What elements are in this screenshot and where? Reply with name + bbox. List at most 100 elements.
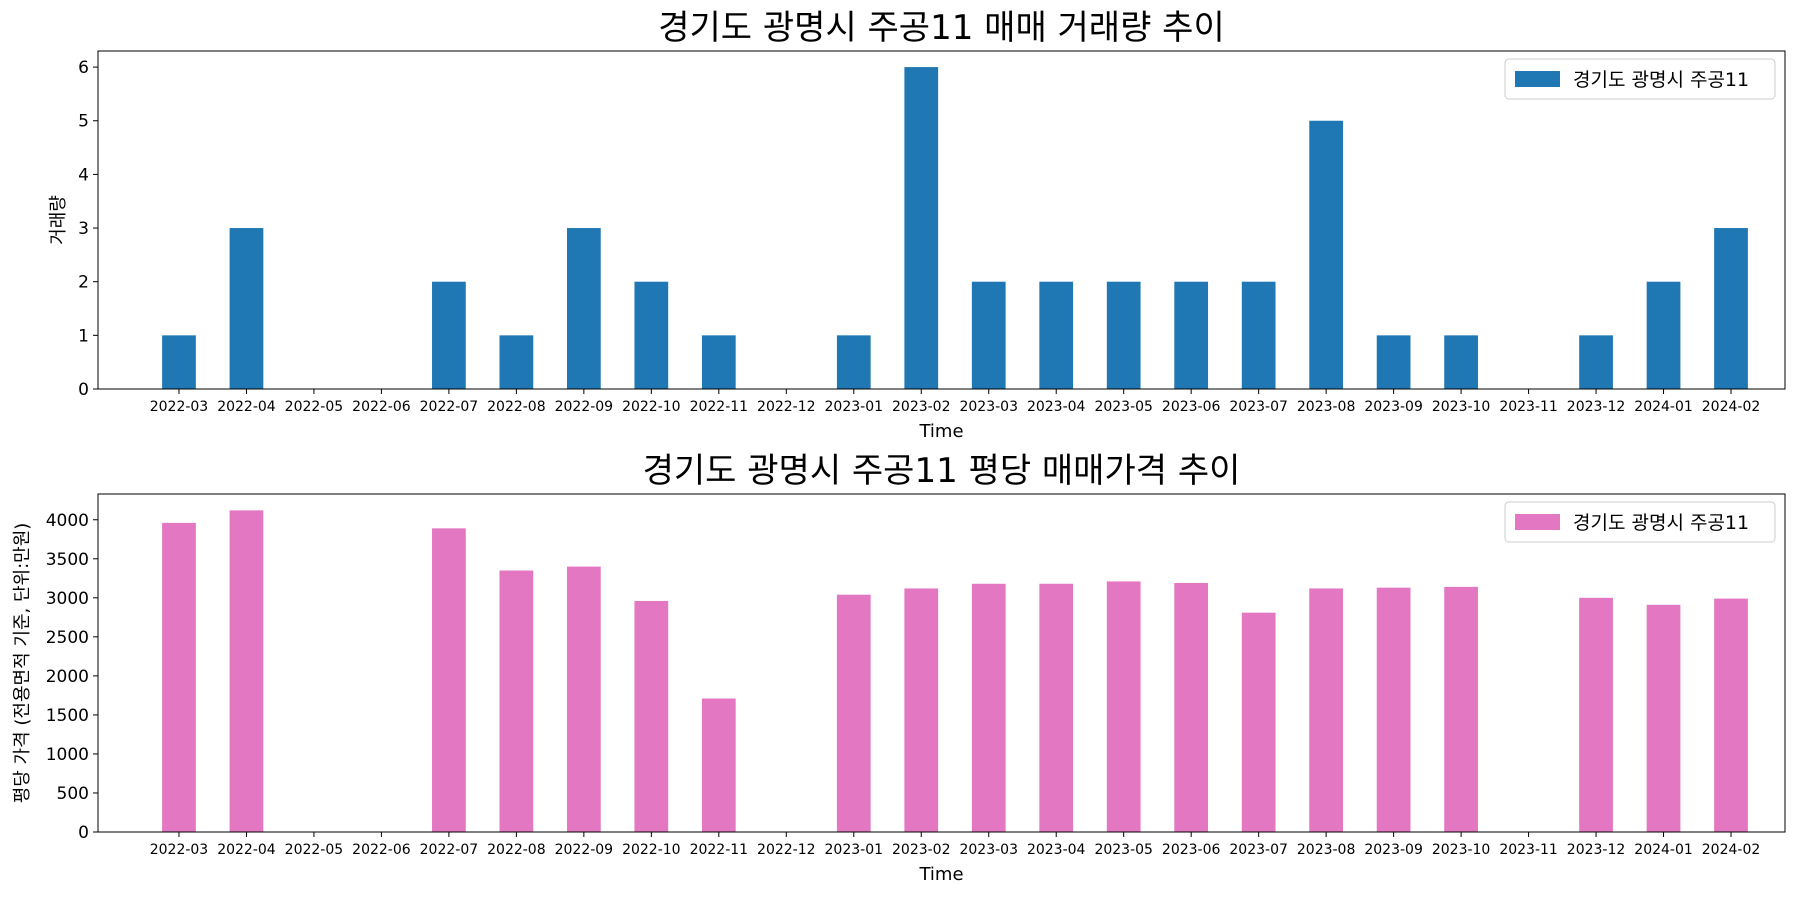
x-tick-label: 2022-11 (690, 399, 749, 415)
x-tick-label: 2022-09 (555, 842, 614, 858)
chart-panel-1: 경기도 광명시 주공11 매매 거래량 추이 2022-03 2022-04 2022… (48, 8, 1786, 442)
x-tick-label: 2023-11 (1499, 842, 1558, 858)
bar-2023-06 (1174, 281, 1209, 389)
chart-title: 경기도 광명시 주공11 평당 매매가격 추이 (643, 451, 1241, 491)
x-tick-label: 2022-12 (757, 842, 816, 858)
x-tick-label: 2023-08 (1297, 842, 1356, 858)
bar-2023-12 (1579, 597, 1613, 832)
x-tick-label: 2022-08 (487, 399, 546, 415)
plot-area-frame (97, 493, 1786, 833)
legend-swatch (1515, 71, 1560, 87)
bar-2022-03 (162, 522, 196, 832)
bar-2022-11 (701, 698, 736, 832)
x-tick-label: 2023-08 (1297, 399, 1356, 415)
bar-2022-03 (162, 335, 196, 389)
chart-panel-2: 경기도 광명시 주공11 평당 매매가격 추이 2022-03 2022-04 202… (12, 451, 1786, 885)
x-tick-label: 2022-10 (622, 399, 681, 415)
chart-title: 경기도 광명시 주공11 매매 거래량 추이 (658, 8, 1225, 48)
bar-2023-07 (1241, 612, 1276, 832)
bar-2022-10 (634, 281, 669, 389)
x-tick-label: 2023-03 (959, 842, 1018, 858)
x-tick-label: 2023-11 (1499, 399, 1558, 415)
x-tick-label: 2023-12 (1567, 842, 1626, 858)
x-tick-label: 2023-12 (1567, 399, 1626, 415)
x-axis-label: Time (918, 864, 963, 885)
bar-2022-08 (499, 335, 534, 389)
bar-2023-03 (971, 281, 1006, 389)
x-tick-label: 2022-05 (285, 399, 344, 415)
x-tick-label: 2023-05 (1094, 399, 1153, 415)
x-tick-label: 2023-03 (959, 399, 1018, 415)
legend-swatch (1515, 514, 1560, 530)
bar-2022-09 (566, 228, 601, 389)
y-tick-label: 2 (78, 273, 89, 293)
x-tick-label: 2022-07 (420, 399, 479, 415)
x-tick-label: 2023-04 (1027, 399, 1086, 415)
x-tick-label: 2022-11 (690, 842, 749, 858)
bar-2023-10 (1444, 335, 1478, 389)
bar-2023-03 (971, 583, 1006, 832)
x-tick-label: 2022-12 (757, 399, 816, 415)
legend-box (1504, 58, 1776, 100)
y-tick-label: 500 (57, 784, 89, 804)
bar-2022-07 (432, 528, 466, 832)
x-tick-label: 2023-01 (825, 399, 884, 415)
bar-2022-09 (566, 566, 601, 832)
bar-2024-01 (1646, 281, 1681, 389)
y-tick-label: 0 (78, 823, 89, 843)
y-tick-label: 0 (78, 380, 89, 400)
x-tick-label: 2022-05 (285, 842, 344, 858)
y-axis-label: 거래량 (48, 195, 69, 245)
x-tick-label: 2022-07 (420, 842, 479, 858)
bar-2023-01 (836, 335, 871, 389)
legend-label: 경기도 광명시 주공11 (1573, 512, 1749, 534)
x-tick-label: 2022-08 (487, 842, 546, 858)
bar-2023-02 (904, 67, 939, 389)
x-tick-label: 2022-06 (352, 399, 411, 415)
bar-2023-09 (1376, 587, 1411, 832)
bar-2023-02 (904, 588, 939, 832)
x-tick-label: 2023-09 (1364, 399, 1423, 415)
x-tick-label: 2023-07 (1229, 842, 1288, 858)
x-tick-label: 2023-06 (1162, 842, 1221, 858)
bar-2023-06 (1174, 582, 1209, 832)
bar-2022-11 (701, 335, 736, 389)
y-tick-label: 1500 (46, 706, 89, 726)
x-tick-label: 2023-05 (1094, 842, 1153, 858)
x-tick-label: 2024-01 (1634, 399, 1693, 415)
legend-label: 경기도 광명시 주공11 (1573, 69, 1749, 91)
x-tick-label: 2023-10 (1432, 399, 1491, 415)
legend: 경기도 광명시 주공11 (1504, 501, 1776, 543)
bar-2024-02 (1714, 228, 1748, 389)
bar-2023-04 (1039, 281, 1074, 389)
x-tick-label: 2023-01 (825, 842, 884, 858)
x-tick-label: 2022-06 (352, 842, 411, 858)
bar-2023-04 (1039, 583, 1074, 832)
bar-2023-08 (1309, 588, 1344, 832)
bar-2024-02 (1714, 598, 1748, 832)
x-tick-label: 2023-06 (1162, 399, 1221, 415)
x-tick-label: 2022-09 (555, 399, 614, 415)
y-tick-label: 3 (78, 219, 89, 239)
x-tick-label: 2023-02 (892, 399, 951, 415)
y-tick-label: 1000 (46, 745, 89, 765)
y-tick-label: 2500 (46, 628, 89, 648)
y-tick-label: 2000 (46, 667, 89, 687)
bar-2023-05 (1106, 281, 1141, 389)
bar-2022-10 (634, 600, 669, 832)
x-tick-label: 2022-03 (150, 399, 209, 415)
x-tick-label: 2024-02 (1702, 399, 1761, 415)
x-tick-label: 2023-07 (1229, 399, 1288, 415)
bar-2023-05 (1106, 581, 1141, 832)
bar-2022-04 (229, 510, 264, 832)
y-tick-label: 4000 (46, 511, 89, 531)
bar-2023-01 (836, 594, 871, 832)
bar-2023-07 (1241, 281, 1276, 389)
x-tick-label: 2022-03 (150, 842, 209, 858)
bar-2023-12 (1579, 335, 1613, 389)
x-tick-label: 2023-02 (892, 842, 951, 858)
x-tick-label: 2024-02 (1702, 842, 1761, 858)
y-tick-label: 3500 (46, 550, 89, 570)
y-tick-label: 6 (78, 58, 89, 78)
